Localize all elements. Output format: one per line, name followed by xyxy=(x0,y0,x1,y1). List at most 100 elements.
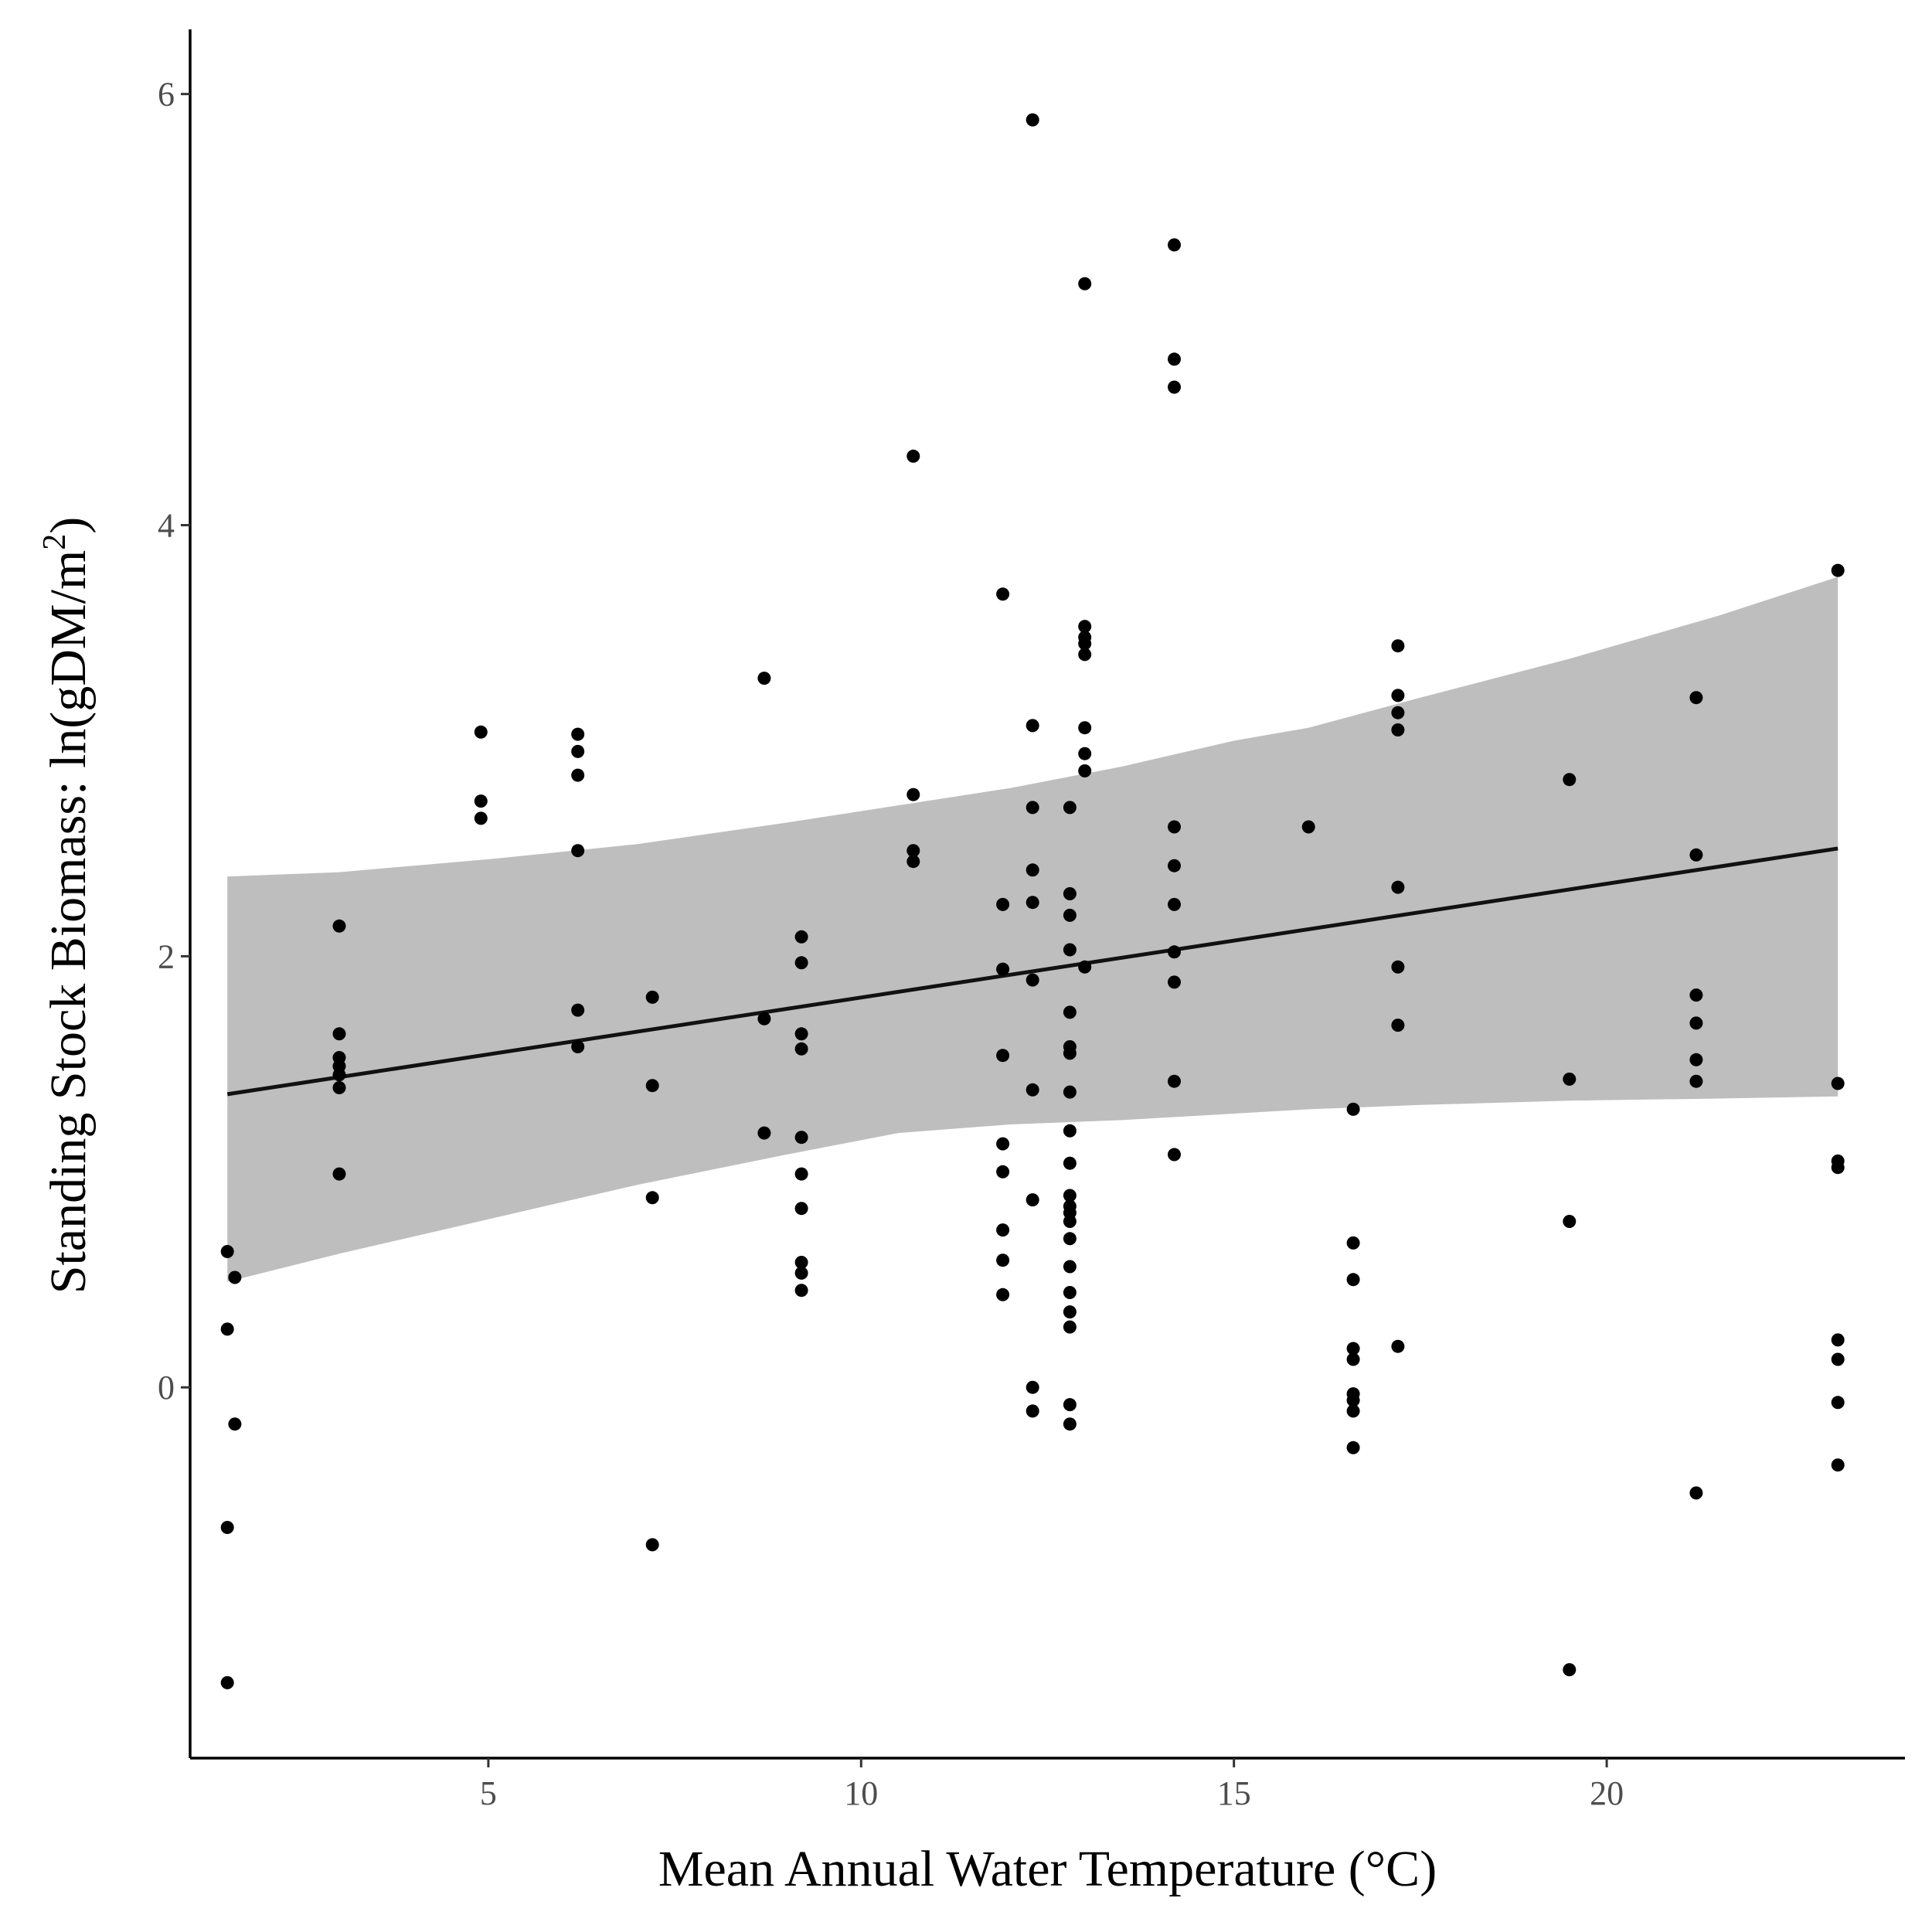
data-point xyxy=(332,1081,346,1094)
data-point xyxy=(1689,988,1703,1002)
y-tick-label: 0 xyxy=(158,1369,175,1406)
axes-layer xyxy=(189,29,1905,1760)
x-axis-title: Mean Annual Water Temperature (°C) xyxy=(658,1841,1437,1897)
data-point xyxy=(794,1042,808,1056)
data-point xyxy=(906,787,920,801)
data-point xyxy=(794,1167,808,1181)
confidence-band-layer xyxy=(227,577,1838,1282)
data-point xyxy=(1391,706,1405,719)
data-point xyxy=(906,449,920,463)
y-tick-label: 4 xyxy=(158,507,175,545)
data-point xyxy=(1346,1342,1360,1355)
data-point xyxy=(1346,1236,1360,1250)
data-point xyxy=(1346,1440,1360,1454)
y-axis-title-text: Standing Stock Biomass: ln(gDM/m xyxy=(40,550,97,1294)
data-point xyxy=(996,1137,1010,1151)
data-point xyxy=(1689,1053,1703,1066)
data-point xyxy=(1391,1019,1405,1032)
data-point xyxy=(794,1256,808,1269)
data-point xyxy=(332,1027,346,1041)
data-point xyxy=(645,1079,659,1093)
data-point xyxy=(1078,764,1092,777)
data-point xyxy=(1026,801,1039,815)
data-point xyxy=(1063,1040,1077,1053)
data-point xyxy=(1026,1083,1039,1097)
data-point xyxy=(1301,820,1315,834)
data-point xyxy=(1026,1380,1039,1394)
data-point xyxy=(1168,820,1181,834)
data-point xyxy=(996,587,1010,601)
data-point xyxy=(1346,1273,1360,1287)
data-point xyxy=(1689,1016,1703,1030)
data-point xyxy=(1689,691,1703,705)
data-point xyxy=(1831,1352,1845,1366)
data-point xyxy=(571,844,585,858)
data-point xyxy=(1391,960,1405,974)
data-point xyxy=(1346,1404,1360,1418)
data-point xyxy=(571,768,585,782)
data-point xyxy=(996,1049,1010,1063)
data-point xyxy=(1168,945,1181,959)
data-point xyxy=(794,956,808,970)
data-point xyxy=(1346,1387,1360,1401)
data-point xyxy=(1831,1458,1845,1472)
data-point xyxy=(571,1040,585,1053)
data-point xyxy=(220,1675,234,1689)
data-point xyxy=(1391,880,1405,894)
data-point xyxy=(645,1538,659,1552)
data-point xyxy=(1689,1486,1703,1500)
data-point xyxy=(996,962,1010,976)
data-point xyxy=(1063,1124,1077,1138)
data-point xyxy=(1026,863,1039,877)
data-point xyxy=(1063,1085,1077,1099)
data-point xyxy=(1063,1199,1077,1213)
data-point xyxy=(1063,908,1077,922)
data-point xyxy=(1063,1398,1077,1412)
data-point xyxy=(1689,1074,1703,1088)
data-point xyxy=(1063,801,1077,815)
data-point xyxy=(996,1253,1010,1267)
y-axis-title-superscript: 2 xyxy=(37,534,73,550)
data-point xyxy=(1078,721,1092,735)
data-point xyxy=(571,727,585,741)
y-tick-label: 6 xyxy=(158,76,175,114)
data-point xyxy=(645,1191,659,1205)
data-point xyxy=(996,1287,1010,1301)
data-point xyxy=(1078,747,1092,760)
data-point xyxy=(757,1012,771,1026)
data-point xyxy=(474,725,488,739)
data-points-layer xyxy=(220,113,1845,1689)
data-point xyxy=(220,1245,234,1258)
data-point xyxy=(1168,859,1181,872)
data-point xyxy=(996,1165,1010,1179)
y-ticks: 0 2 4 6 xyxy=(158,76,190,1406)
data-point xyxy=(645,990,659,1004)
confidence-band xyxy=(227,577,1838,1282)
data-point xyxy=(1063,1005,1077,1019)
data-point xyxy=(1346,1102,1360,1116)
data-point xyxy=(1563,1663,1577,1677)
data-point xyxy=(757,1126,771,1140)
data-point xyxy=(906,844,920,858)
data-point xyxy=(220,1521,234,1534)
data-point xyxy=(1831,1333,1845,1347)
data-point xyxy=(332,919,346,933)
data-point xyxy=(1346,1352,1360,1366)
x-tick-label: 5 xyxy=(480,1774,497,1812)
data-point xyxy=(1026,973,1039,987)
data-point xyxy=(1168,352,1181,366)
data-point xyxy=(474,794,488,808)
data-point xyxy=(1391,1339,1405,1353)
data-point xyxy=(1831,1077,1845,1090)
y-axis-title-close: ) xyxy=(40,517,97,534)
data-point xyxy=(1078,648,1092,662)
data-point xyxy=(1391,723,1405,736)
data-point xyxy=(332,1051,346,1064)
fit-line-layer xyxy=(226,846,1838,1097)
data-point xyxy=(1831,1154,1845,1168)
data-point xyxy=(571,1003,585,1017)
data-point xyxy=(1563,1072,1577,1086)
data-point xyxy=(1391,639,1405,653)
data-point xyxy=(1563,1215,1577,1228)
data-point xyxy=(1391,689,1405,702)
